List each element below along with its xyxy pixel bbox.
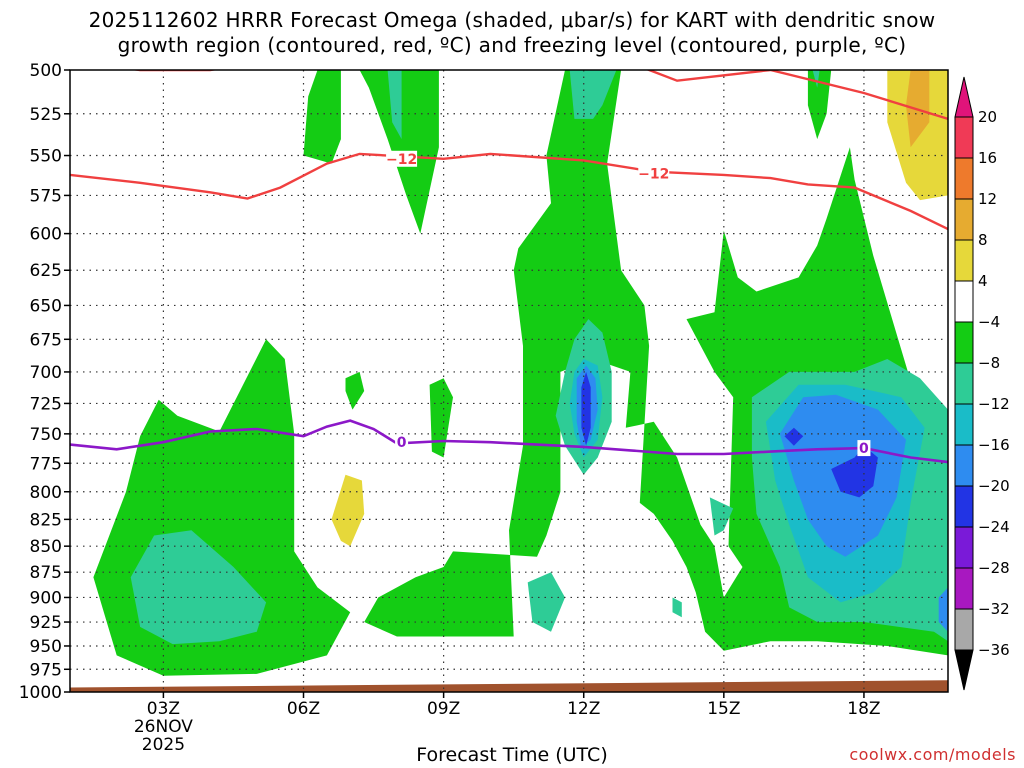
omega-region-2 bbox=[303, 70, 341, 164]
colorbar-bottom-triangle bbox=[954, 649, 974, 691]
omega-region-5 bbox=[345, 371, 365, 410]
xtick-sublabel-1: 2025 bbox=[142, 735, 185, 755]
colorbar-label-3: 8 bbox=[978, 231, 988, 249]
colorbar-bin-4 bbox=[954, 280, 974, 323]
ytick-label-1000: 1000 bbox=[19, 683, 62, 703]
omega-region-17 bbox=[527, 572, 565, 632]
colorbar-bin-8 bbox=[954, 444, 974, 487]
colorbar-bin-6 bbox=[954, 362, 974, 405]
colorbar-label-4: 4 bbox=[978, 272, 988, 290]
omega-region-16 bbox=[709, 497, 734, 536]
omega-region-1 bbox=[130, 530, 267, 645]
xtick-sublabel-0: 26NOV bbox=[134, 717, 193, 737]
omega-region-22 bbox=[784, 427, 804, 446]
colorbar-label-6: −8 bbox=[978, 354, 1000, 372]
colorbar-label-10: −24 bbox=[978, 518, 1010, 536]
omega-region-4 bbox=[387, 70, 402, 140]
omega-region-13 bbox=[569, 70, 617, 119]
colorbar-bin-9 bbox=[954, 485, 974, 528]
ytick-label-900: 900 bbox=[30, 588, 62, 608]
colorbar-top-triangle bbox=[954, 76, 974, 118]
colorbar-label-13: −36 bbox=[978, 641, 1010, 659]
xtick-label-03Z: 03Z bbox=[147, 699, 180, 719]
ytick-label-800: 800 bbox=[30, 483, 62, 503]
colorbar-bin-11 bbox=[954, 567, 974, 610]
omega-region-6 bbox=[429, 378, 453, 458]
dgz-label-right: −12 bbox=[638, 166, 669, 182]
ytick-label-600: 600 bbox=[30, 225, 62, 245]
xtick-label-12Z: 12Z bbox=[567, 699, 600, 719]
colorbar-label-1: 16 bbox=[978, 149, 997, 167]
ytick-label-850: 850 bbox=[30, 537, 62, 557]
xtick-label-18Z: 18Z bbox=[847, 699, 880, 719]
colorbar-label-8: −16 bbox=[978, 436, 1010, 454]
ytick-label-975: 975 bbox=[30, 660, 62, 680]
dgz-label-right-bg bbox=[638, 165, 670, 182]
colorbar-bin-0 bbox=[954, 116, 974, 159]
ytick-label-950: 950 bbox=[30, 637, 62, 657]
plot-frame bbox=[69, 69, 949, 693]
ytick-label-525: 525 bbox=[30, 105, 62, 125]
xtick-label-09Z: 09Z bbox=[427, 699, 460, 719]
omega-region-7 bbox=[331, 474, 365, 547]
ytick-label-925: 925 bbox=[30, 613, 62, 633]
colorbar-label-12: −32 bbox=[978, 600, 1010, 618]
omega-region-12 bbox=[581, 371, 591, 446]
freezing-level-contour bbox=[70, 419, 948, 464]
colorbar-label-0: 20 bbox=[978, 108, 997, 126]
xtick-label-06Z: 06Z bbox=[287, 699, 320, 719]
ytick-label-550: 550 bbox=[30, 147, 62, 167]
colorbar-bin-5 bbox=[954, 321, 974, 364]
colorbar-label-11: −28 bbox=[978, 559, 1010, 577]
colorbar-bin-12 bbox=[954, 608, 974, 651]
ytick-label-700: 700 bbox=[30, 363, 62, 383]
ytick-label-750: 750 bbox=[30, 425, 62, 445]
colorbar-bin-7 bbox=[954, 403, 974, 446]
ytick-label-625: 625 bbox=[30, 261, 62, 281]
dgz-lower-contour bbox=[70, 152, 948, 231]
freezing-label-right-bg bbox=[857, 440, 871, 457]
ytick-label-650: 650 bbox=[30, 296, 62, 316]
ytick-label-825: 825 bbox=[30, 510, 62, 530]
freezing-label-right: 0 bbox=[859, 441, 869, 457]
dgz-label-left: −12 bbox=[386, 152, 417, 168]
credit-link[interactable]: coolwx.com/models bbox=[849, 745, 1016, 764]
ytick-label-725: 725 bbox=[30, 394, 62, 414]
ytick-label-875: 875 bbox=[30, 563, 62, 583]
omega-region-23 bbox=[831, 445, 878, 498]
omega-region-24 bbox=[938, 587, 948, 632]
omega-region-18 bbox=[672, 597, 682, 618]
dgz-upper-contour bbox=[130, 70, 948, 121]
ytick-label-675: 675 bbox=[30, 330, 62, 350]
colorbar-bin-2 bbox=[954, 198, 974, 241]
chart-title-line2: growth region (contoured, red, ºC) and f… bbox=[117, 33, 907, 57]
dgz-label-left-bg bbox=[386, 150, 418, 167]
colorbar-bin-3 bbox=[954, 239, 974, 282]
colorbar-label-2: 12 bbox=[978, 190, 997, 208]
freezing-label-left: 0 bbox=[397, 435, 407, 451]
xtick-label-15Z: 15Z bbox=[707, 699, 740, 719]
x-axis-label: Forecast Time (UTC) bbox=[416, 744, 608, 766]
ytick-label-575: 575 bbox=[30, 186, 62, 206]
omega-region-15 bbox=[812, 70, 820, 88]
colorbar-label-5: −4 bbox=[978, 313, 1000, 331]
colorbar-label-7: −12 bbox=[978, 395, 1010, 413]
ytick-label-500: 500 bbox=[30, 61, 62, 81]
chart-title-line1: 2025112602 HRRR Forecast Omega (shaded, … bbox=[88, 8, 936, 32]
omega-region-14 bbox=[807, 70, 832, 140]
colorbar-label-9: −20 bbox=[978, 477, 1010, 495]
freezing-label-left-bg bbox=[395, 434, 409, 451]
colorbar-bin-10 bbox=[954, 526, 974, 569]
colorbar-bin-1 bbox=[954, 157, 974, 200]
terrain-strip bbox=[70, 680, 948, 692]
ytick-label-775: 775 bbox=[30, 454, 62, 474]
